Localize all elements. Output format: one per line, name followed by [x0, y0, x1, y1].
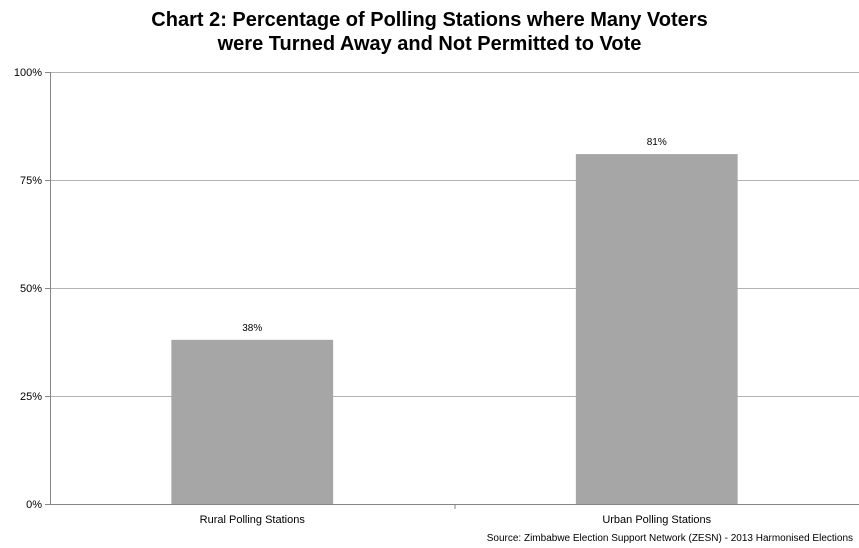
bars — [171, 154, 738, 504]
y-tick-label: 0% — [26, 499, 42, 511]
bar — [171, 339, 334, 504]
y-tick-label: 25% — [20, 391, 42, 403]
chart-title: Chart 2: Percentage of Polling Stations … — [0, 8, 859, 56]
data-label: 81% — [647, 137, 667, 148]
x-tick-label: Rural Polling Stations — [200, 514, 306, 526]
y-tick-label: 100% — [14, 67, 42, 79]
data-label: 38% — [242, 323, 262, 334]
y-tick-label: 75% — [20, 175, 42, 187]
source-note: Source: Zimbabwe Election Support Networ… — [486, 533, 853, 544]
bar — [575, 154, 738, 504]
chart-title-line-2: were Turned Away and Not Permitted to Vo… — [217, 33, 642, 55]
x-tick-label: Urban Polling Stations — [602, 514, 711, 526]
chart-title-line-1: Chart 2: Percentage of Polling Stations … — [151, 9, 708, 31]
y-tick-label: 50% — [20, 283, 42, 295]
axes — [45, 72, 859, 509]
labels: 0% 25% 50% 75% 100% 38% Rural Polling Stations… — [14, 67, 712, 526]
